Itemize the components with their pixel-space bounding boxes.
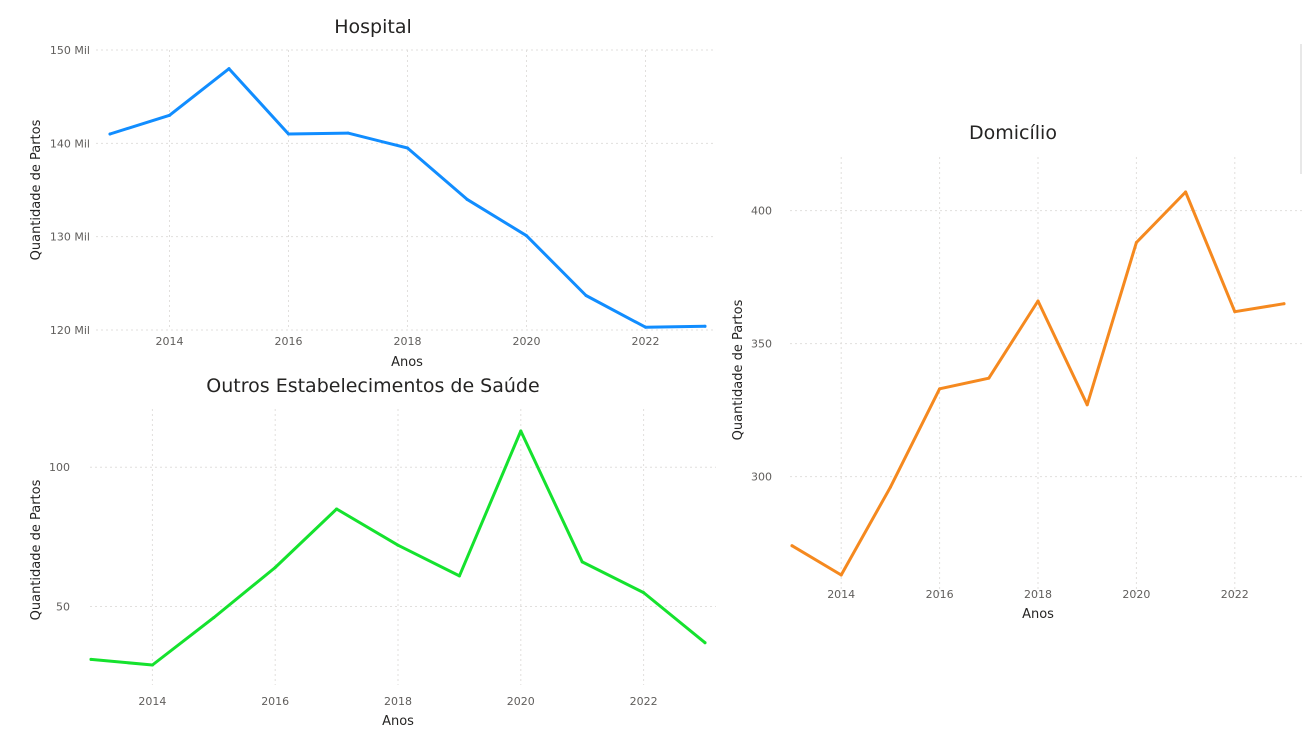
data-point bbox=[938, 387, 942, 391]
y-tick-label: 130 Mil bbox=[50, 231, 90, 244]
x-tick-label: 2014 bbox=[827, 588, 855, 601]
data-point bbox=[227, 67, 231, 71]
data-point bbox=[335, 507, 339, 511]
y-tick-label: 140 Mil bbox=[50, 137, 90, 150]
data-point bbox=[150, 663, 154, 667]
y-tick-label: 300 bbox=[751, 471, 772, 484]
data-point bbox=[465, 197, 469, 201]
data-point bbox=[396, 543, 400, 547]
data-point bbox=[642, 591, 646, 595]
data-point bbox=[644, 325, 647, 329]
y-axis-label: Quantidade de Partos bbox=[29, 119, 44, 260]
x-tick-label: 2018 bbox=[1024, 588, 1052, 601]
x-axis-label: Anos bbox=[1022, 607, 1054, 622]
data-point bbox=[168, 113, 171, 117]
domicilio-chart-svg: Domicílio 2014 2016 2018 2020 2022 300 350 400 An… bbox=[731, 122, 1303, 622]
data-point bbox=[1036, 299, 1040, 303]
x-tick-label: 2020 bbox=[513, 335, 541, 348]
chart-title: Domicílio bbox=[969, 122, 1057, 144]
x-axis-label: Anos bbox=[382, 714, 414, 729]
series-line bbox=[108, 67, 707, 329]
y-tick-label: 120 Mil bbox=[50, 324, 90, 337]
data-point bbox=[987, 376, 991, 380]
data-point bbox=[1085, 403, 1089, 407]
x-tick-label: 2022 bbox=[632, 335, 660, 348]
x-tick-label: 2022 bbox=[1221, 588, 1249, 601]
x-tick-label: 2014 bbox=[156, 335, 184, 348]
outros-chart-svg: Outros Estabelecimentos de Saúde 2014 2016… bbox=[29, 375, 716, 729]
x-tick-label: 2016 bbox=[261, 695, 289, 708]
data-point bbox=[1282, 302, 1286, 306]
data-point bbox=[888, 485, 892, 489]
x-axis-label: Anos bbox=[391, 355, 423, 370]
data-point bbox=[1233, 310, 1237, 314]
x-tick-label: 2016 bbox=[926, 588, 954, 601]
x-tick-label: 2020 bbox=[1122, 588, 1150, 601]
x-tick-label: 2018 bbox=[384, 695, 412, 708]
data-point bbox=[457, 574, 461, 578]
chart-title: Outros Estabelecimentos de Saúde bbox=[206, 375, 539, 397]
y-tick-label: 400 bbox=[751, 205, 772, 218]
data-point bbox=[346, 131, 350, 135]
x-tick-label: 2016 bbox=[275, 335, 303, 348]
y-tick-label: 150 Mil bbox=[50, 44, 90, 57]
data-point bbox=[519, 429, 523, 433]
x-tick-label: 2020 bbox=[507, 695, 535, 708]
x-tick-label: 2022 bbox=[630, 695, 658, 708]
hospital-chart: Hospital 2014 2016 2018 2020 2022 120 Mil 130 M… bbox=[0, 0, 730, 372]
data-point bbox=[525, 234, 528, 238]
outros-estabelecimentos-chart: Outros Estabelecimentos de Saúde 2014 2016… bbox=[0, 372, 730, 737]
data-point bbox=[580, 560, 584, 564]
y-tick-label: 50 bbox=[56, 601, 70, 614]
y-tick-label: 350 bbox=[751, 338, 772, 351]
scrollbar[interactable] bbox=[1300, 44, 1302, 174]
data-point bbox=[406, 146, 409, 150]
data-point bbox=[1184, 190, 1188, 194]
data-point bbox=[703, 641, 707, 645]
data-point bbox=[273, 566, 277, 569]
chart-title: Hospital bbox=[334, 16, 412, 38]
domicilio-chart: Domicílio 2014 2016 2018 2020 2022 300 350 400 An… bbox=[730, 0, 1303, 737]
y-tick-label: 100 bbox=[49, 461, 70, 474]
data-point bbox=[108, 132, 112, 136]
data-point bbox=[287, 132, 290, 136]
data-point bbox=[703, 324, 707, 328]
data-point bbox=[839, 573, 843, 577]
data-point bbox=[790, 544, 794, 548]
data-point bbox=[584, 293, 588, 297]
x-tick-label: 2018 bbox=[394, 335, 422, 348]
x-tick-label: 2014 bbox=[138, 695, 166, 708]
y-axis-label: Quantidade de Partos bbox=[29, 479, 44, 620]
hospital-chart-svg: Hospital 2014 2016 2018 2020 2022 120 Mil 130 M… bbox=[29, 16, 716, 370]
data-point bbox=[89, 657, 93, 661]
data-point bbox=[212, 616, 216, 620]
data-point bbox=[1134, 241, 1138, 245]
y-axis-label: Quantidade de Partos bbox=[731, 299, 746, 440]
